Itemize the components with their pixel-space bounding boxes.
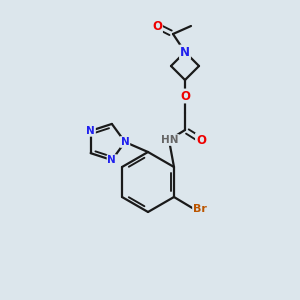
Text: O: O (152, 20, 162, 32)
Text: Br: Br (193, 204, 207, 214)
Text: N: N (107, 155, 116, 165)
Text: N: N (121, 137, 129, 147)
Text: N: N (180, 46, 190, 59)
Text: N: N (86, 126, 95, 136)
Text: O: O (180, 89, 190, 103)
Text: O: O (196, 134, 206, 146)
Text: HN: HN (161, 135, 179, 145)
